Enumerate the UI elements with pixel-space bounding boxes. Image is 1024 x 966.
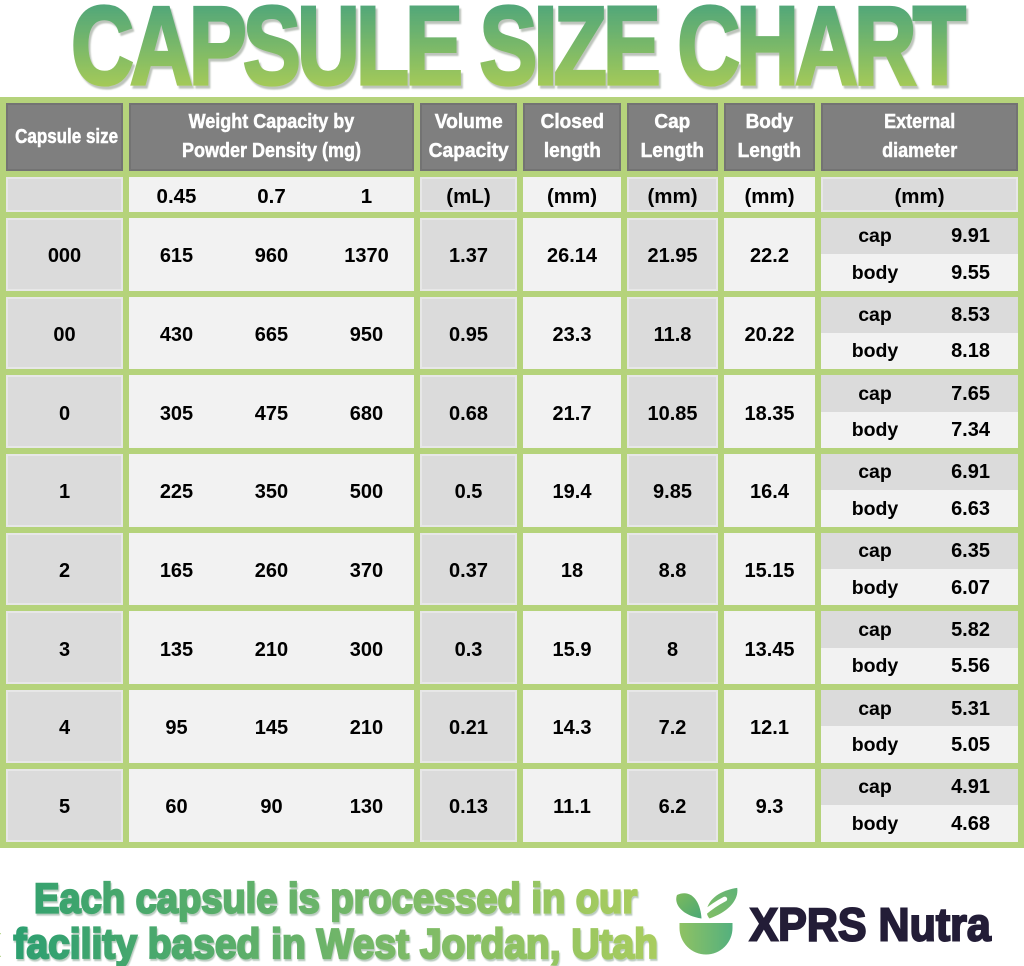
svg-text:facility based in West Jordan,: facility based in West Jordan, Utah: [14, 919, 658, 966]
svg-text:Each capsule is processed in o: Each capsule is processed in our: [34, 876, 637, 922]
svg-text:XPRS Nutra: XPRS Nutra: [750, 900, 993, 951]
svg-text:CAPSULE SIZE CHART: CAPSULE SIZE CHART: [71, 0, 965, 100]
